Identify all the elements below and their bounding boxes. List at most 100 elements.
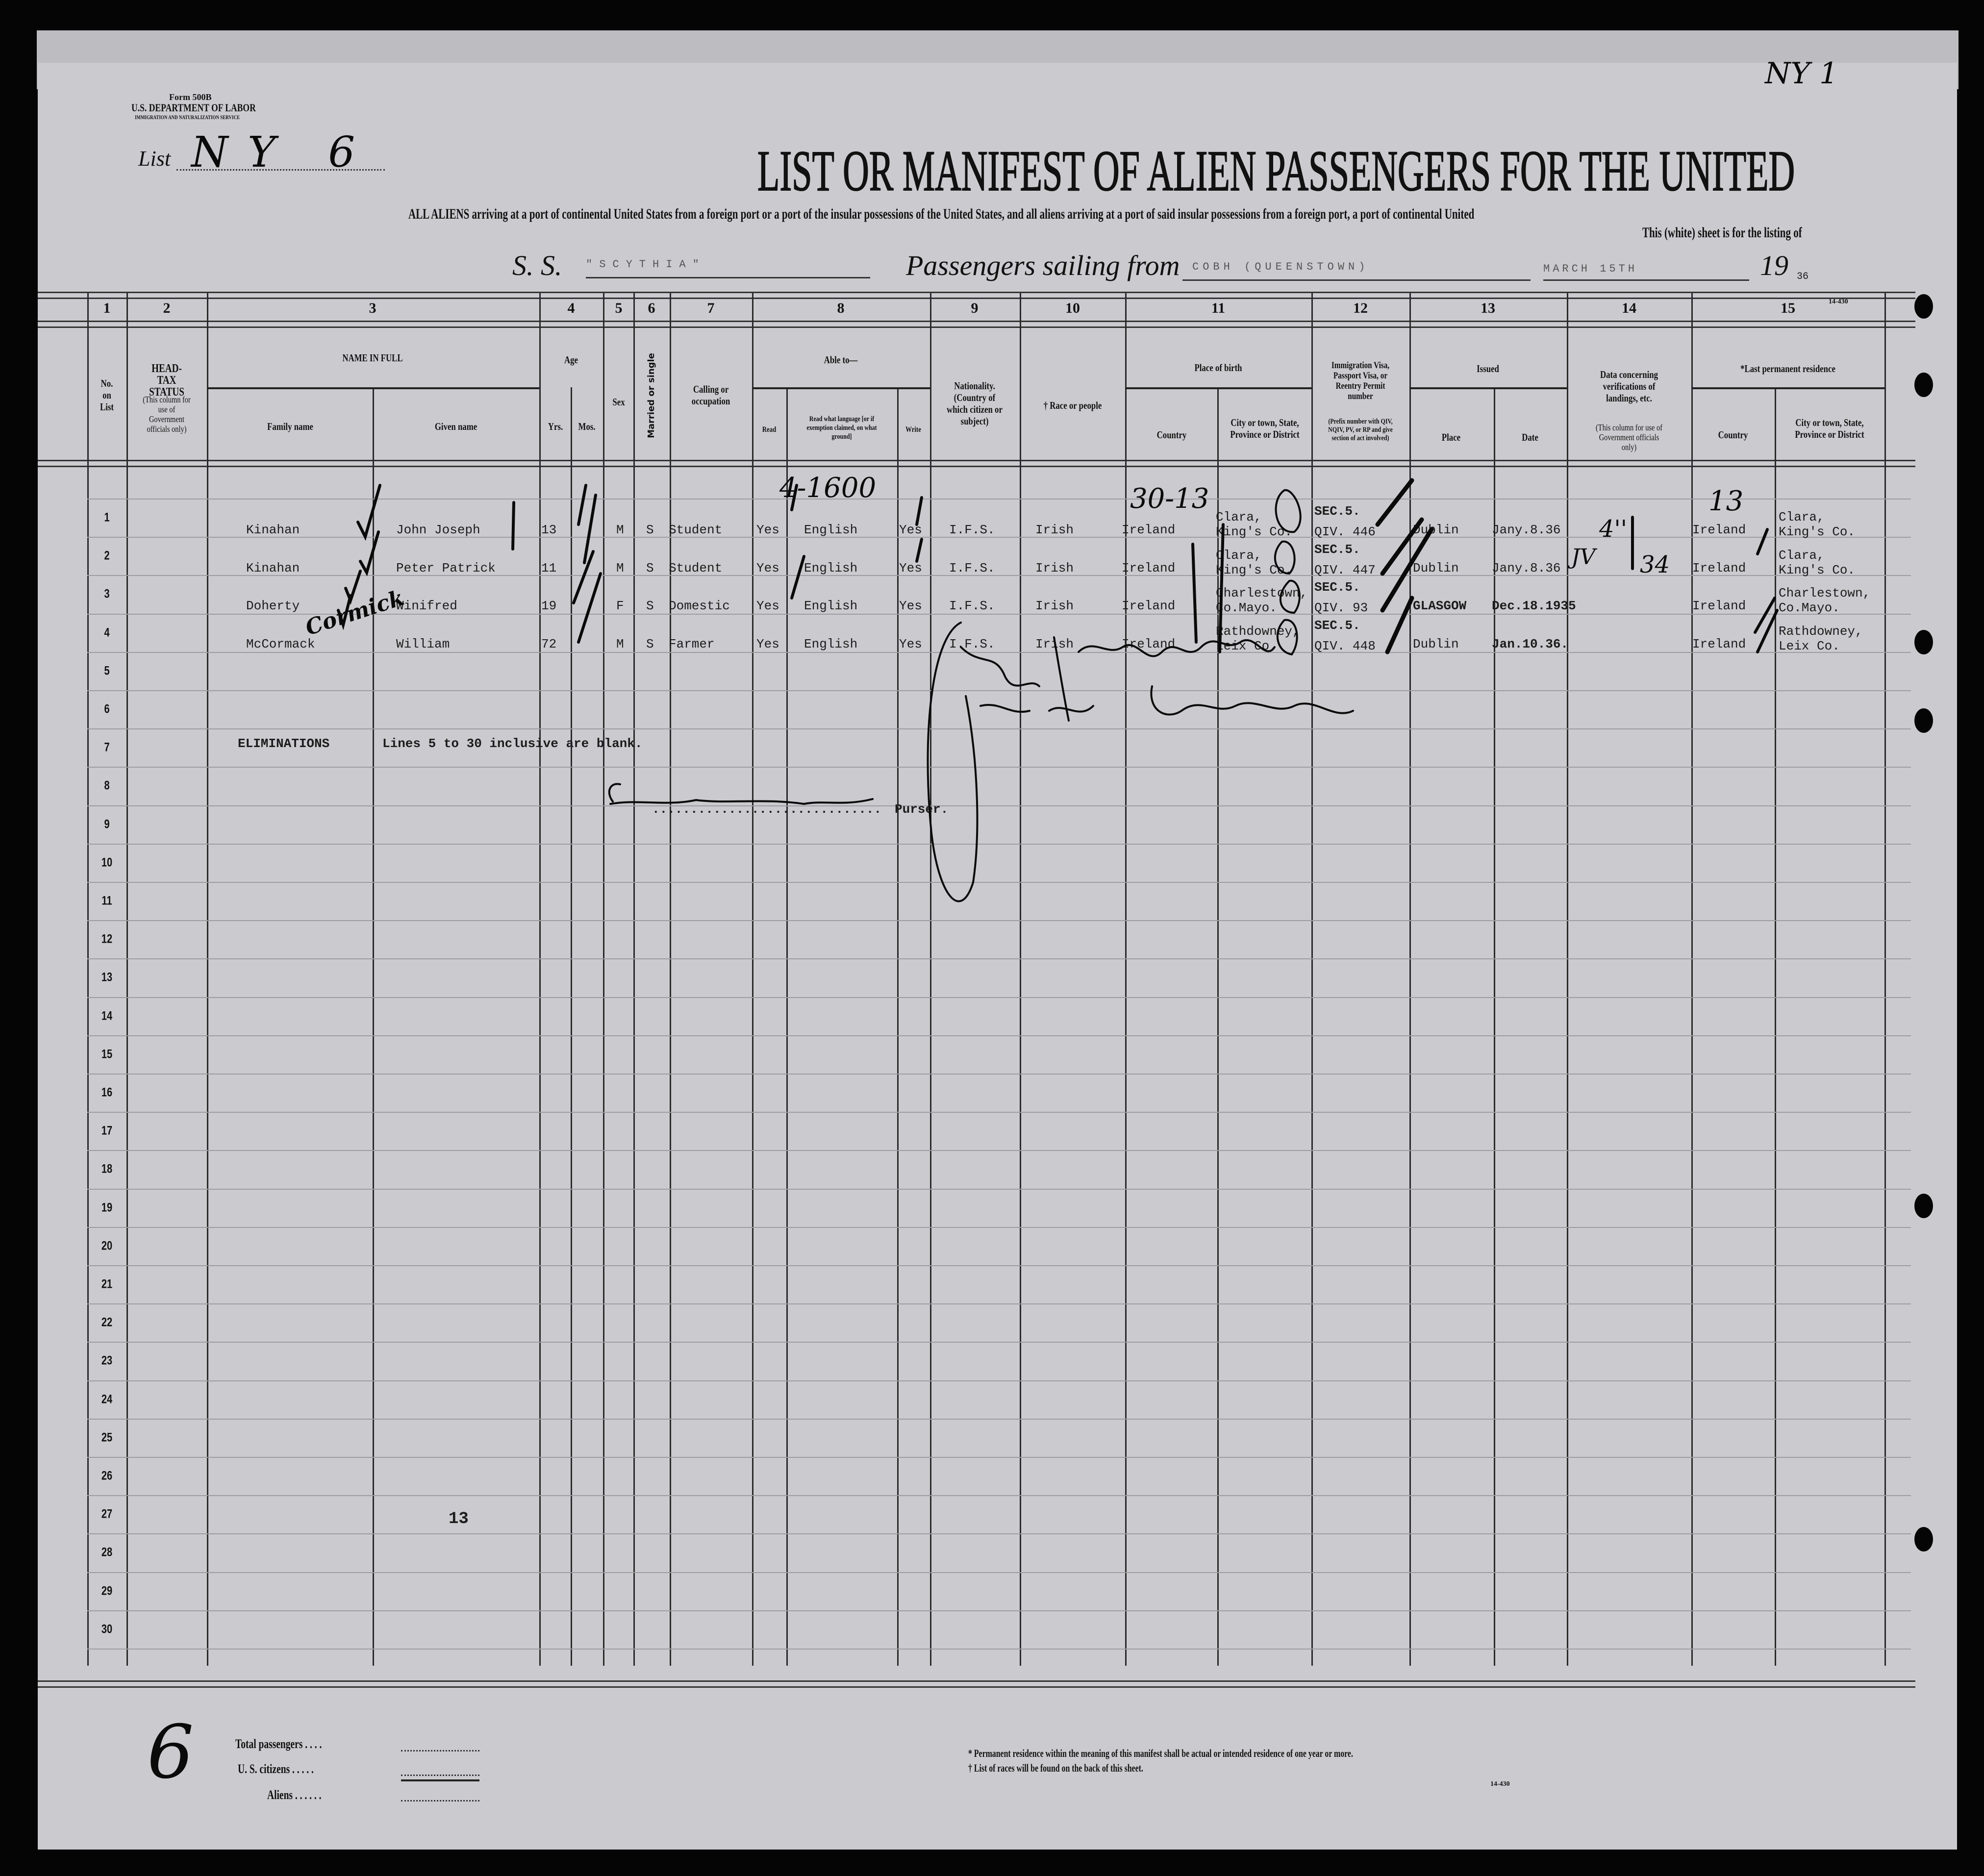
eliminations-label: ELIMINATIONS (238, 736, 330, 751)
cell-city1: Rathdowney, (1216, 624, 1300, 639)
cell-city1: Charlestown, (1216, 586, 1308, 600)
column-rule (1409, 293, 1411, 1666)
row-number: 18 (101, 1162, 113, 1176)
handwritten-verification-a: JV (1571, 545, 1596, 570)
cell-yrs: 72 (541, 636, 557, 651)
cell-date: Jany.8.36 (1492, 523, 1561, 537)
cell-nationality: I.F.S. (949, 523, 995, 537)
aliens-label: Aliens (267, 1788, 293, 1802)
header-able-to: Able to— (824, 354, 858, 366)
cell-sex: F (616, 599, 624, 613)
subcolumn-rule (1775, 387, 1776, 1666)
cell-occupation: Student (669, 523, 723, 537)
row-rule (87, 1226, 1911, 1228)
cell-visa1: SEC.5. (1314, 504, 1360, 519)
cell-read: Yes (756, 599, 779, 613)
form-subtitle: ALL ALIENS arriving at a port of contine… (408, 206, 1475, 222)
footer-note-residence: * Permanent residence within the meaning… (968, 1747, 1353, 1759)
header-family-name: Family name (267, 421, 313, 432)
row-number: 21 (101, 1277, 113, 1291)
column-rule (603, 293, 604, 1666)
cell-res-country: Ireland (1692, 560, 1746, 575)
cell-res-city2: King's Co. (1779, 525, 1856, 539)
cell-res-city2: King's Co. (1779, 562, 1856, 577)
header-mos: Mos. (578, 421, 596, 432)
row-rule (87, 537, 1911, 538)
cell-res-country: Ireland (1692, 636, 1746, 651)
cell-country: Ireland (1122, 560, 1176, 575)
service-name: IMMIGRATION AND NATURALIZATION SERVICE (135, 114, 240, 121)
header-last-residence: *Last permanent residence (1740, 363, 1835, 375)
column-rule (539, 293, 541, 1666)
us-citizens-underline (401, 1779, 479, 1781)
ship-name: "SCYTHIA" (586, 258, 706, 271)
header-given-name: Given name (434, 421, 477, 432)
row-rule (87, 1495, 1911, 1497)
row-number: 7 (104, 740, 110, 754)
table-bottom-rule (38, 1680, 1915, 1688)
cell-sex: M (616, 523, 624, 537)
column-number: 1 (103, 300, 111, 316)
punch-hole (1914, 294, 1933, 319)
cell-yrs: 11 (541, 560, 557, 575)
column-number: 7 (707, 300, 715, 316)
group-underline (1125, 387, 1311, 389)
footer-aliens: Aliens . . . . . . (267, 1788, 322, 1802)
form-title: LIST OR MANIFEST OF ALIEN PASSENGERS FOR… (757, 139, 1795, 203)
handwritten-residence-code: 13 (1708, 485, 1744, 517)
cell-yrs: 13 (541, 523, 557, 537)
cell-visa1: SEC.5. (1314, 542, 1360, 557)
punch-hole (1914, 1527, 1933, 1551)
cell-nationality: I.F.S. (949, 636, 995, 651)
cell-race: Irish (1035, 636, 1074, 651)
row-rule (87, 1457, 1911, 1458)
cell-nationality: I.F.S. (949, 560, 995, 575)
row-number: 14 (101, 1009, 113, 1023)
cell-res-city2: Leix Co. (1779, 638, 1840, 653)
column-rule (670, 293, 671, 1666)
row-rule (87, 997, 1911, 998)
cell-family: McCormack (246, 636, 315, 651)
row-number: 29 (101, 1584, 113, 1598)
total-passengers-label: Total passengers (235, 1737, 303, 1751)
purser-dots: .............................. (652, 802, 882, 817)
cell-married: S (646, 636, 654, 651)
cell-family: Kinahan (246, 560, 300, 575)
row-number: 22 (101, 1315, 113, 1329)
row-number: 28 (101, 1545, 113, 1559)
header-yrs: Yrs. (548, 421, 563, 432)
punch-hole (1914, 373, 1933, 397)
cell-given: Peter Patrick (396, 560, 496, 575)
row-rule (87, 920, 1911, 922)
header-calling: Calling or occupation (691, 383, 730, 407)
us-citizens-field (401, 1775, 479, 1776)
row-rule (87, 805, 1911, 806)
header-issued-place: Place (1441, 431, 1461, 443)
column-number: 10 (1065, 300, 1080, 316)
row-number: 1 (104, 510, 110, 525)
row-rule (87, 767, 1911, 768)
cell-visa2: QIV. 446 (1314, 525, 1376, 539)
department-name: U.S. DEPARTMENT OF LABOR (131, 101, 256, 114)
cell-given: William (396, 636, 450, 651)
row-number: 8 (104, 778, 110, 793)
header-bottom-rule (38, 460, 1915, 467)
column-rule (1567, 293, 1568, 1666)
cell-visa1: SEC.5. (1314, 580, 1360, 595)
sailing-label: Passengers sailing from (906, 250, 1180, 281)
row-rule (87, 882, 1911, 883)
row-number: 27 (101, 1507, 113, 1521)
header-birth-city: City or town, State, Province or Distric… (1230, 417, 1300, 440)
cell-res-city2: Co.Mayo. (1779, 600, 1840, 615)
cell-country: Ireland (1122, 523, 1176, 537)
column-number: 2 (163, 300, 171, 316)
cell-res-country: Ireland (1692, 599, 1746, 613)
list-label: List (138, 147, 171, 171)
column-number: 3 (369, 300, 377, 316)
subcolumn-rule (1217, 387, 1219, 1666)
handwritten-verification-c: 34 (1640, 551, 1670, 578)
port-field: COBH (QUEENSTOWN) (1182, 257, 1531, 281)
cell-read: Yes (756, 560, 779, 575)
column-number-rule (38, 321, 1915, 328)
manifest-page (38, 63, 1957, 1850)
